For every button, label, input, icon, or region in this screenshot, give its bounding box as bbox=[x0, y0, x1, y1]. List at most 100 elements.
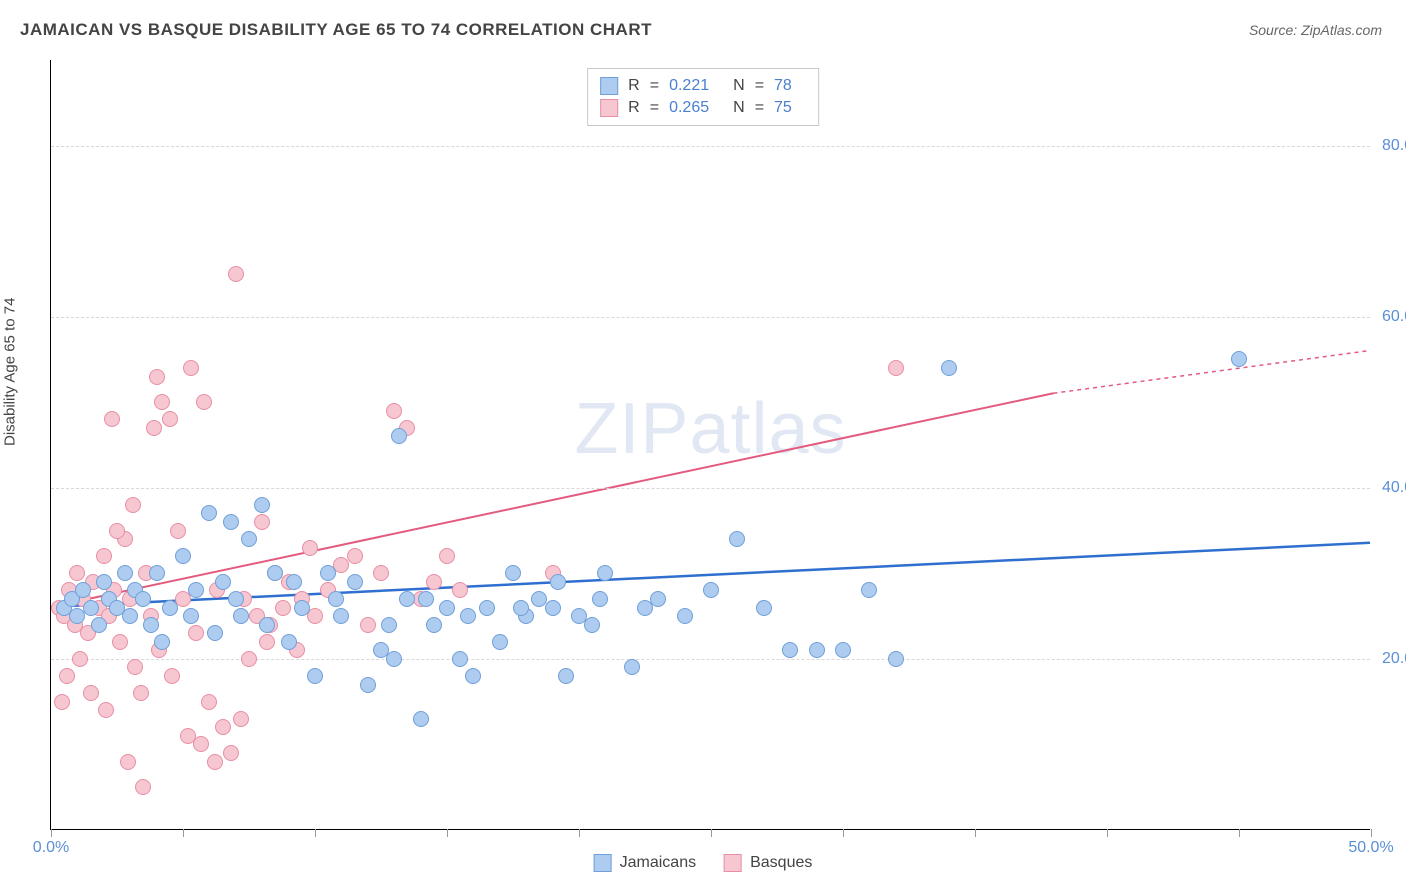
data-point bbox=[154, 634, 170, 650]
swatch-basques bbox=[600, 99, 618, 117]
data-point bbox=[96, 548, 112, 564]
data-point bbox=[558, 668, 574, 684]
r-label: R bbox=[628, 77, 640, 95]
legend-item-jamaicans: Jamaicans bbox=[594, 854, 696, 872]
data-point bbox=[91, 617, 107, 633]
data-point bbox=[223, 514, 239, 530]
data-point bbox=[545, 600, 561, 616]
data-point bbox=[479, 600, 495, 616]
data-point bbox=[175, 548, 191, 564]
bottom-legend: Jamaicans Basques bbox=[594, 854, 813, 872]
data-point bbox=[75, 582, 91, 598]
data-point bbox=[729, 531, 745, 547]
gridline bbox=[51, 146, 1370, 147]
y-tick-label: 40.0% bbox=[1374, 479, 1406, 497]
data-point bbox=[307, 608, 323, 624]
data-point bbox=[347, 574, 363, 590]
data-point bbox=[223, 745, 239, 761]
y-tick-label: 20.0% bbox=[1374, 650, 1406, 668]
data-point bbox=[782, 642, 798, 658]
watermark-left: ZIP bbox=[574, 389, 689, 469]
x-tick bbox=[51, 829, 52, 837]
data-point bbox=[259, 634, 275, 650]
r-value-basques: 0.265 bbox=[669, 99, 709, 117]
data-point bbox=[109, 523, 125, 539]
data-point bbox=[162, 411, 178, 427]
data-point bbox=[452, 582, 468, 598]
plot-area: ZIPatlas 20.0%40.0%60.0%80.0%0.0%50.0% bbox=[50, 60, 1370, 830]
data-point bbox=[125, 497, 141, 513]
data-point bbox=[399, 591, 415, 607]
y-axis-label: Disability Age 65 to 74 bbox=[2, 298, 19, 446]
data-point bbox=[347, 548, 363, 564]
data-point bbox=[452, 651, 468, 667]
x-tick bbox=[1107, 829, 1108, 837]
data-point bbox=[888, 360, 904, 376]
data-point bbox=[72, 651, 88, 667]
data-point bbox=[207, 754, 223, 770]
x-tick bbox=[183, 829, 184, 837]
gridline bbox=[51, 317, 1370, 318]
watermark-right: atlas bbox=[689, 389, 846, 469]
data-point bbox=[281, 634, 297, 650]
data-point bbox=[98, 702, 114, 718]
data-point bbox=[492, 634, 508, 650]
data-point bbox=[386, 403, 402, 419]
data-point bbox=[59, 668, 75, 684]
data-point bbox=[426, 574, 442, 590]
data-point bbox=[513, 600, 529, 616]
eq-label: = bbox=[650, 77, 659, 95]
data-point bbox=[328, 591, 344, 607]
data-point bbox=[96, 574, 112, 590]
data-point bbox=[426, 617, 442, 633]
data-point bbox=[286, 574, 302, 590]
data-point bbox=[149, 369, 165, 385]
x-tick bbox=[447, 829, 448, 837]
eq-label-2: = bbox=[755, 77, 764, 95]
x-tick bbox=[975, 829, 976, 837]
data-point bbox=[83, 685, 99, 701]
data-point bbox=[756, 600, 772, 616]
legend-item-basques: Basques bbox=[724, 854, 812, 872]
legend-label-basques: Basques bbox=[750, 854, 812, 872]
data-point bbox=[193, 736, 209, 752]
chart-title: JAMAICAN VS BASQUE DISABILITY AGE 65 TO … bbox=[20, 20, 652, 40]
x-tick bbox=[579, 829, 580, 837]
data-point bbox=[215, 719, 231, 735]
y-tick-label: 60.0% bbox=[1374, 308, 1406, 326]
data-point bbox=[259, 617, 275, 633]
watermark: ZIPatlas bbox=[574, 388, 846, 470]
data-point bbox=[381, 617, 397, 633]
r-value-jamaicans: 0.221 bbox=[669, 77, 709, 95]
source-attribution: Source: ZipAtlas.com bbox=[1249, 22, 1382, 38]
data-point bbox=[207, 625, 223, 641]
data-point bbox=[183, 608, 199, 624]
data-point bbox=[122, 608, 138, 624]
x-tick bbox=[315, 829, 316, 837]
data-point bbox=[120, 754, 136, 770]
data-point bbox=[143, 617, 159, 633]
data-point bbox=[294, 600, 310, 616]
data-point bbox=[267, 565, 283, 581]
data-point bbox=[233, 711, 249, 727]
data-point bbox=[439, 600, 455, 616]
data-point bbox=[386, 651, 402, 667]
data-point bbox=[228, 591, 244, 607]
x-tick bbox=[1239, 829, 1240, 837]
stats-row-jamaicans: R = 0.221 N = 78 bbox=[600, 75, 806, 97]
data-point bbox=[188, 582, 204, 598]
data-point bbox=[228, 266, 244, 282]
y-tick-label: 80.0% bbox=[1374, 137, 1406, 155]
eq-label-b2: = bbox=[755, 99, 764, 117]
data-point bbox=[83, 600, 99, 616]
stats-legend: R = 0.221 N = 78 R = 0.265 N = 75 bbox=[587, 68, 819, 126]
data-point bbox=[146, 420, 162, 436]
data-point bbox=[112, 634, 128, 650]
data-point bbox=[941, 360, 957, 376]
data-point bbox=[592, 591, 608, 607]
data-point bbox=[418, 591, 434, 607]
data-point bbox=[460, 608, 476, 624]
data-point bbox=[164, 668, 180, 684]
x-tick-label: 0.0% bbox=[33, 839, 69, 857]
data-point bbox=[624, 659, 640, 675]
